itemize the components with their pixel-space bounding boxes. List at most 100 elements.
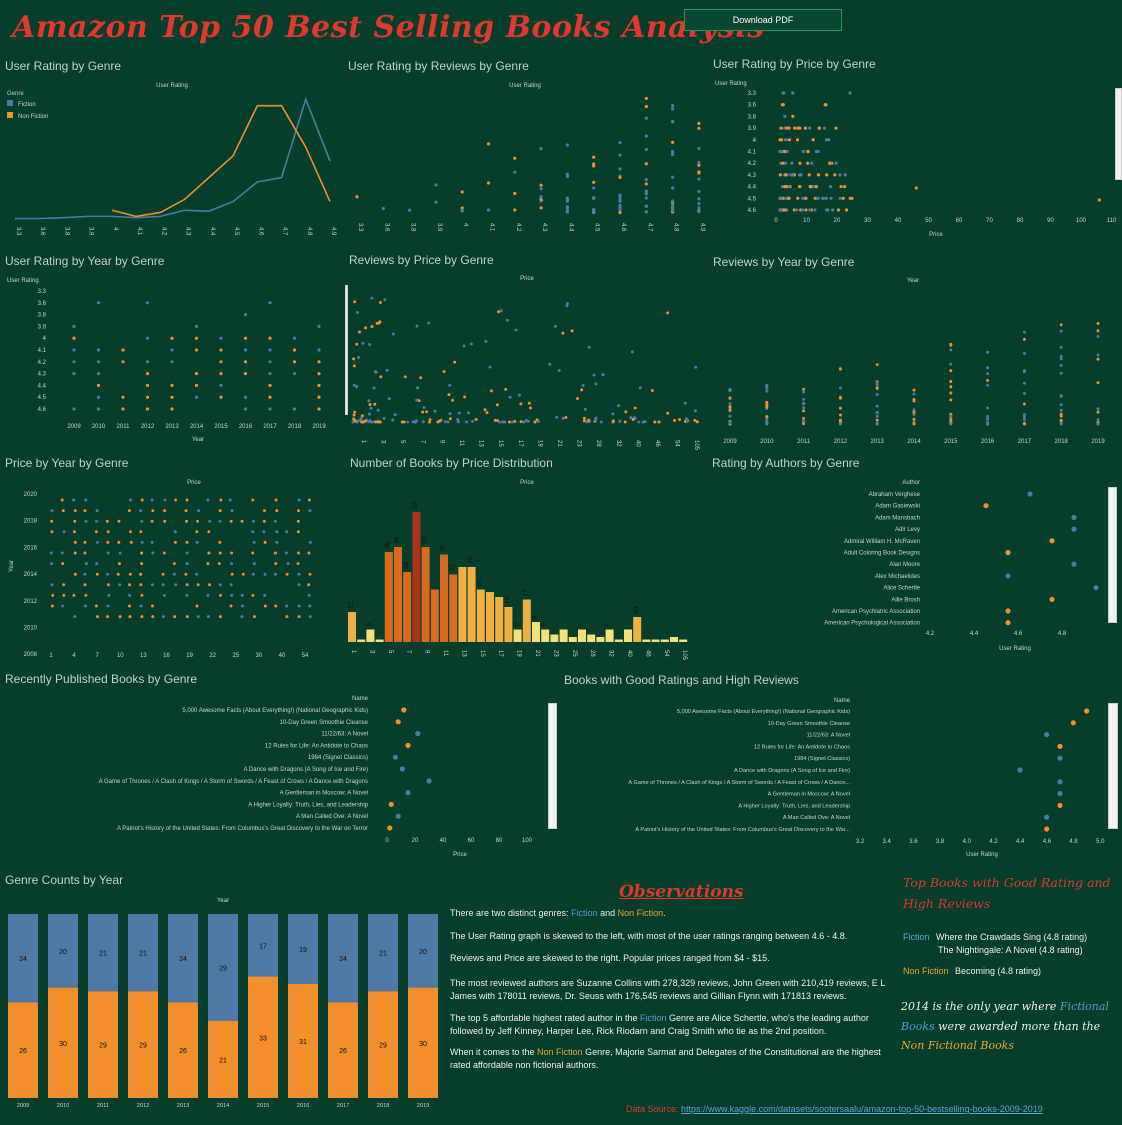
scatter-point [170, 383, 174, 387]
scatter-point [382, 416, 386, 420]
scatter-point [728, 402, 732, 406]
scatter-point [693, 418, 697, 422]
axis-title: Name [834, 698, 851, 704]
recent-books-scrollbar[interactable] [548, 703, 557, 829]
scatter-point [425, 410, 429, 414]
axis-title: Price [520, 276, 534, 282]
scatter-point [1059, 323, 1063, 327]
price-bar [660, 639, 669, 642]
panel-title-reviews-year: Reviews by Year by Genre [713, 255, 855, 269]
scatter-point [196, 615, 200, 619]
price-bar [550, 634, 559, 642]
scatter-point [128, 615, 132, 619]
scatter-point [666, 311, 670, 315]
data-source-link[interactable]: https://www.kaggle.com/datasets/sootersa… [681, 1104, 1043, 1114]
scatter-point [618, 210, 622, 215]
scatter-point [697, 209, 701, 214]
scatter-point [581, 384, 585, 388]
bar-segment-nonfiction [408, 987, 438, 1098]
x-tick-label: 13 [478, 440, 484, 447]
scatter-point [986, 383, 990, 387]
authors-scrollbar[interactable] [1108, 487, 1117, 623]
scatter-point [986, 378, 990, 382]
scatter-point [433, 409, 437, 413]
download-pdf-button[interactable]: Download PDF [684, 9, 842, 31]
scatter-point [275, 540, 279, 544]
reviews-price-scrollbar[interactable] [345, 285, 348, 415]
panel-title-counts: Genre Counts by Year [5, 873, 124, 887]
x-tick-label: 4.6 [1014, 631, 1023, 637]
scatter-point [1059, 371, 1063, 375]
scatter-point [173, 530, 177, 534]
y-tick-label: 2008 [24, 652, 38, 658]
scatter-point [292, 336, 297, 340]
x-tick-label: 0 [385, 838, 389, 844]
scatter-point [841, 196, 845, 200]
scatter-point [206, 593, 210, 597]
scatter-point [96, 395, 101, 399]
scatter-point [230, 572, 234, 576]
scatter-point [268, 336, 272, 340]
book-label: 1984 (Signet Classics) [308, 755, 368, 761]
scatter-point [145, 336, 150, 340]
scatter-point [513, 420, 517, 424]
x-tick-label: 40 [279, 653, 286, 659]
scatter-point [116, 572, 120, 576]
scatter-point [786, 185, 791, 189]
author-label: Alice Schertle [883, 586, 920, 592]
observation-top-fiction-authors: The top 5 affordable highest rated autho… [450, 1013, 869, 1036]
y-tick-label: 2020 [24, 492, 38, 498]
scatter-point [73, 551, 77, 555]
x-tick-label: 4.1 [136, 227, 142, 236]
x-tick-label: 21 [556, 440, 562, 447]
x-axis-title: User Rating [999, 646, 1031, 652]
scatter-point [368, 403, 372, 407]
price-bar [679, 639, 688, 642]
rating-by-reviews-chart: User Rating 3.3 3.6 3.8 3.9 4 4.1 4.2 4.3 4.4 4.5 4… [355, 83, 705, 232]
legend-title: Genre [7, 91, 24, 97]
scatter-point [728, 389, 732, 393]
author-point [1071, 526, 1077, 532]
scatter-point [284, 551, 288, 555]
scatter-point [128, 530, 132, 534]
y-tick-label: 4 [43, 336, 47, 342]
scatter-point [697, 146, 701, 151]
scatter-point [1096, 321, 1100, 325]
scatter-point [456, 420, 460, 424]
bar-value-fiction: 24 [19, 956, 27, 963]
x-axis-title: User Rating [966, 852, 998, 858]
scatter-point [140, 551, 144, 555]
scatter-point [875, 404, 879, 408]
scatter-point [95, 540, 99, 544]
bar-value-label: 36 [384, 541, 391, 549]
scatter-point [195, 540, 199, 544]
scatter-point [96, 360, 101, 364]
x-tick-label: 13 [140, 653, 147, 659]
scatter-point [779, 126, 783, 130]
book-label: 11/22/63: A Novel [321, 732, 368, 738]
book-point [426, 778, 432, 784]
scatter-point [367, 420, 371, 424]
good-ratings-scrollbar[interactable] [1108, 703, 1118, 829]
legend-swatch-fiction [7, 100, 13, 106]
x-tick-label: 100 [522, 838, 533, 844]
scatter-point [150, 540, 154, 544]
scatter-point [361, 341, 365, 345]
scatter-point [408, 208, 412, 212]
scatter-point [230, 551, 234, 555]
scatter-point [697, 206, 701, 210]
scatter-point [268, 383, 272, 387]
scatter-point [875, 414, 879, 418]
top-books-fiction-book-1: Where the Crawdads Sing (4.8 rating) [936, 932, 1088, 942]
x-tick-label: 3.3 [15, 227, 21, 236]
x-tick-label: 30 [256, 653, 263, 659]
scatter-point [415, 324, 419, 328]
x-axis-title: Price [453, 852, 467, 858]
x-tick-label: 25 [232, 653, 239, 659]
scatter-point [484, 339, 488, 343]
author-point [983, 503, 989, 509]
scatter-point [145, 383, 150, 387]
scatter-point [519, 402, 523, 406]
scatter-point [728, 421, 732, 425]
rating-price-scrollbar[interactable] [1115, 88, 1122, 180]
